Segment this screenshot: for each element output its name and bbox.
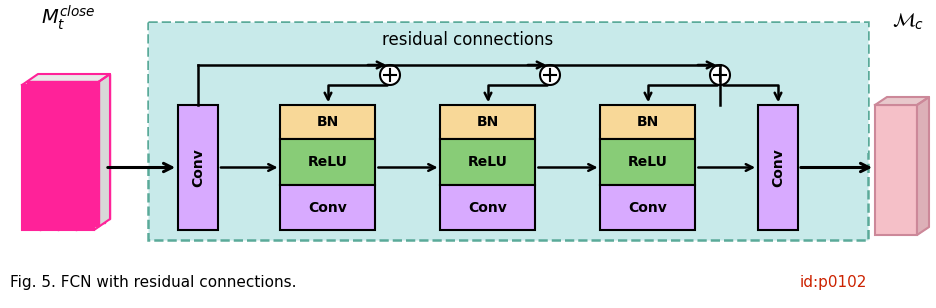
Text: id:p0102: id:p0102	[799, 275, 867, 290]
Bar	[440, 185, 535, 230]
Text: ReLU: ReLU	[468, 155, 507, 169]
Text: Conv: Conv	[468, 201, 506, 214]
Bar	[440, 105, 535, 139]
Text: Fig. 5. FCN with residual connections.: Fig. 5. FCN with residual connections.	[10, 275, 296, 290]
Bar	[148, 22, 867, 240]
Bar	[33, 78, 105, 223]
Text: BN: BN	[476, 115, 499, 129]
Bar	[280, 139, 375, 185]
Text: BN: BN	[636, 115, 658, 129]
Bar	[38, 74, 110, 219]
Text: Conv: Conv	[628, 201, 666, 214]
Bar	[280, 105, 375, 139]
Bar	[27, 81, 99, 226]
Bar	[600, 105, 695, 139]
Text: Conv: Conv	[308, 201, 347, 214]
Bar	[440, 139, 535, 185]
Text: $\mathcal{M}_c$: $\mathcal{M}_c$	[891, 12, 923, 32]
Polygon shape	[916, 97, 928, 235]
Text: Conv: Conv	[770, 148, 784, 187]
Text: ReLU: ReLU	[308, 155, 347, 169]
Text: residual connections: residual connections	[382, 31, 553, 49]
Polygon shape	[94, 74, 110, 230]
Bar	[149, 23, 867, 153]
Bar	[600, 185, 695, 230]
Bar	[178, 105, 218, 230]
Bar	[874, 105, 916, 235]
Bar	[600, 139, 695, 185]
Bar	[757, 105, 797, 230]
Text: Conv: Conv	[191, 148, 205, 187]
Text: BN: BN	[316, 115, 339, 129]
Text: ReLU: ReLU	[627, 155, 667, 169]
Polygon shape	[874, 97, 928, 105]
Polygon shape	[22, 74, 110, 85]
Circle shape	[539, 65, 560, 85]
Bar	[280, 185, 375, 230]
Circle shape	[709, 65, 729, 85]
Bar	[22, 85, 94, 230]
Text: $M_t^{close}$: $M_t^{close}$	[40, 4, 95, 32]
Circle shape	[380, 65, 400, 85]
